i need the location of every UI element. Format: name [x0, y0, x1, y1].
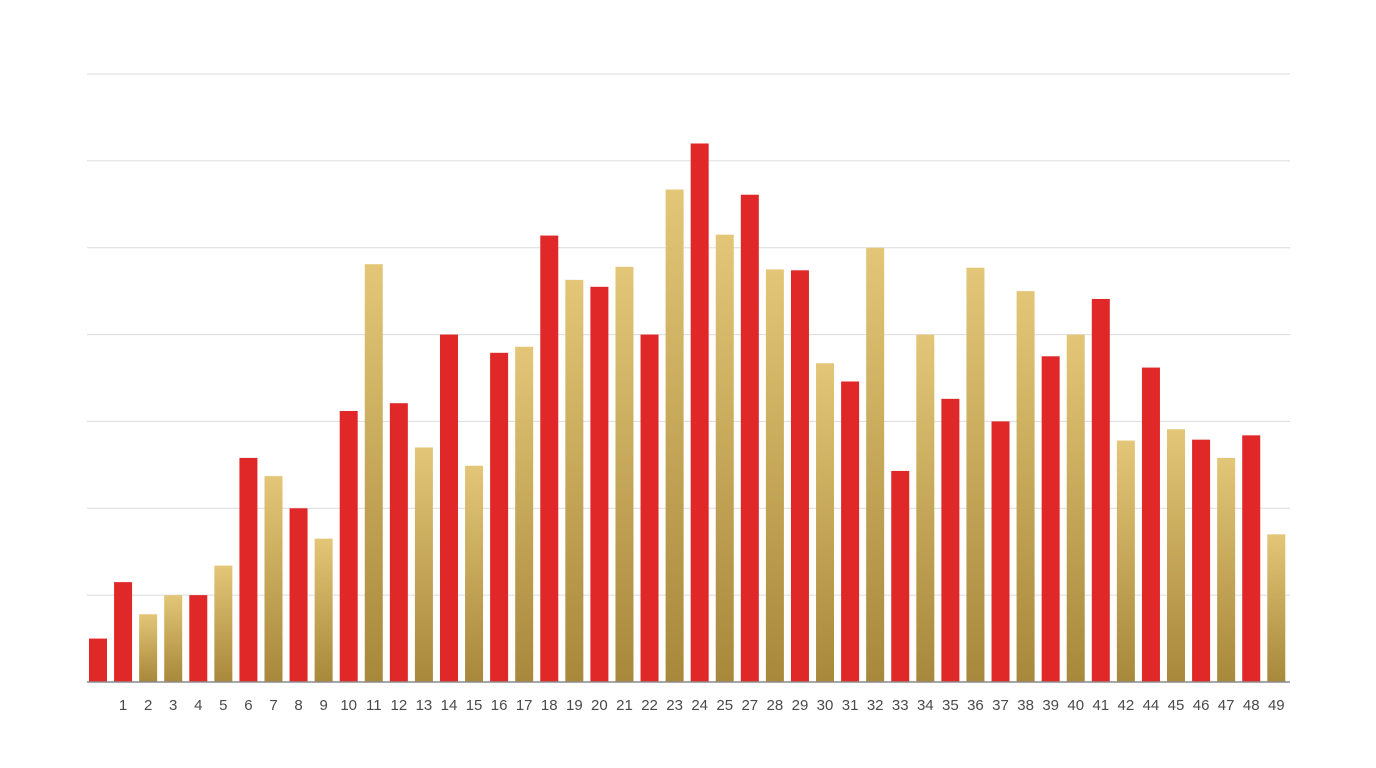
- bar: [615, 266, 634, 682]
- bar: [866, 247, 885, 682]
- bar: [189, 595, 208, 682]
- x-tick-label: 24: [691, 697, 708, 714]
- x-tick-label: 6: [244, 697, 252, 714]
- x-tick-label: 32: [867, 697, 884, 714]
- x-tick-label: 2: [144, 697, 152, 714]
- bar: [490, 352, 509, 682]
- bar: [1167, 429, 1186, 682]
- bar: [690, 143, 709, 682]
- bar: [89, 638, 107, 682]
- bar: [816, 363, 835, 682]
- bar: [941, 398, 960, 682]
- bar: [289, 508, 308, 682]
- x-tick-label: 10: [340, 697, 357, 714]
- bar: [1016, 291, 1035, 682]
- x-tick-label: 14: [441, 697, 458, 714]
- x-tick-label: 42: [1118, 697, 1135, 714]
- x-tick-label: 37: [992, 697, 1009, 714]
- bar: [891, 470, 910, 682]
- x-tick-label: 1: [119, 697, 127, 714]
- x-tick-label: 23: [666, 697, 683, 714]
- x-tick-label: 19: [566, 697, 583, 714]
- x-tick-label: 3: [169, 697, 177, 714]
- bar: [214, 565, 233, 682]
- x-tick-label: 46: [1193, 697, 1210, 714]
- x-tick-label: 21: [616, 697, 633, 714]
- x-tick-label: 40: [1067, 697, 1084, 714]
- bar: [790, 270, 809, 682]
- x-tick-label: 15: [466, 697, 483, 714]
- bar: [1242, 435, 1261, 682]
- bar: [916, 334, 935, 682]
- bar: [665, 189, 684, 682]
- bar: [264, 476, 283, 682]
- x-tick-label: 22: [641, 697, 658, 714]
- bar: [1192, 439, 1211, 682]
- bar: [239, 457, 258, 682]
- x-tick-label: 16: [491, 697, 508, 714]
- bar: [139, 614, 158, 682]
- x-tick-label: 36: [967, 697, 984, 714]
- x-tick-label: 47: [1218, 697, 1235, 714]
- x-tick-label: 4: [194, 697, 202, 714]
- bar: [1217, 457, 1236, 682]
- bar: [515, 346, 534, 682]
- bar: [715, 234, 734, 682]
- bar: [339, 411, 358, 682]
- x-tick-labels: 1 2 3 4 5 6 7 8 9 10 11 12 13 14 15 16 17 18 19 20 21 22 23 24 2…: [119, 697, 1285, 714]
- x-tick-label: 33: [892, 697, 909, 714]
- x-tick-label: 28: [767, 697, 784, 714]
- x-tick-label: 45: [1168, 697, 1185, 714]
- bar: [389, 403, 408, 682]
- x-tick-label: 9: [319, 697, 327, 714]
- x-tick-label: 34: [917, 697, 934, 714]
- bar: [565, 279, 584, 682]
- x-tick-label: 49: [1268, 697, 1285, 714]
- bar: [1041, 356, 1060, 682]
- x-tick-label: 44: [1143, 697, 1160, 714]
- x-tick-label: 11: [366, 697, 382, 714]
- bar: [1267, 534, 1286, 682]
- x-tick-label: 27: [741, 697, 758, 714]
- bar: [590, 286, 609, 682]
- gridlines: [87, 73, 1290, 596]
- bar: [114, 582, 133, 682]
- x-tick-label: 41: [1092, 697, 1109, 714]
- bar: [966, 267, 985, 682]
- bar: [414, 447, 433, 682]
- x-tick-label: 35: [942, 697, 959, 714]
- x-tick-label: 20: [591, 697, 608, 714]
- x-tick-label: 7: [269, 697, 277, 714]
- x-tick-label: 25: [716, 697, 733, 714]
- x-tick-label: 30: [817, 697, 834, 714]
- bar: [465, 465, 484, 682]
- x-tick-label: 39: [1042, 697, 1059, 714]
- bar: [1066, 334, 1085, 682]
- x-tick-label: 8: [294, 697, 302, 714]
- x-tick-label: 31: [842, 697, 859, 714]
- x-tick-label: 12: [390, 697, 407, 714]
- x-tick-label: 17: [516, 697, 533, 714]
- x-tick-label: 38: [1017, 697, 1034, 714]
- bar: [640, 334, 659, 682]
- bar: [1141, 367, 1160, 682]
- bar: [364, 264, 383, 682]
- bar: [991, 421, 1010, 682]
- bar: [540, 235, 559, 682]
- bar: [841, 381, 860, 682]
- x-tick-label: 13: [416, 697, 433, 714]
- x-tick-label: 18: [541, 697, 558, 714]
- bar: [740, 194, 759, 682]
- x-tick-label: 48: [1243, 697, 1260, 714]
- bar: [765, 269, 784, 682]
- x-tick-label: 29: [792, 697, 809, 714]
- x-tick-label: 5: [219, 697, 227, 714]
- bar: [314, 538, 333, 682]
- bars: [89, 143, 1286, 682]
- bar: [439, 334, 458, 682]
- bar: [1116, 440, 1135, 682]
- bar: [164, 595, 183, 682]
- bar: [1091, 298, 1110, 682]
